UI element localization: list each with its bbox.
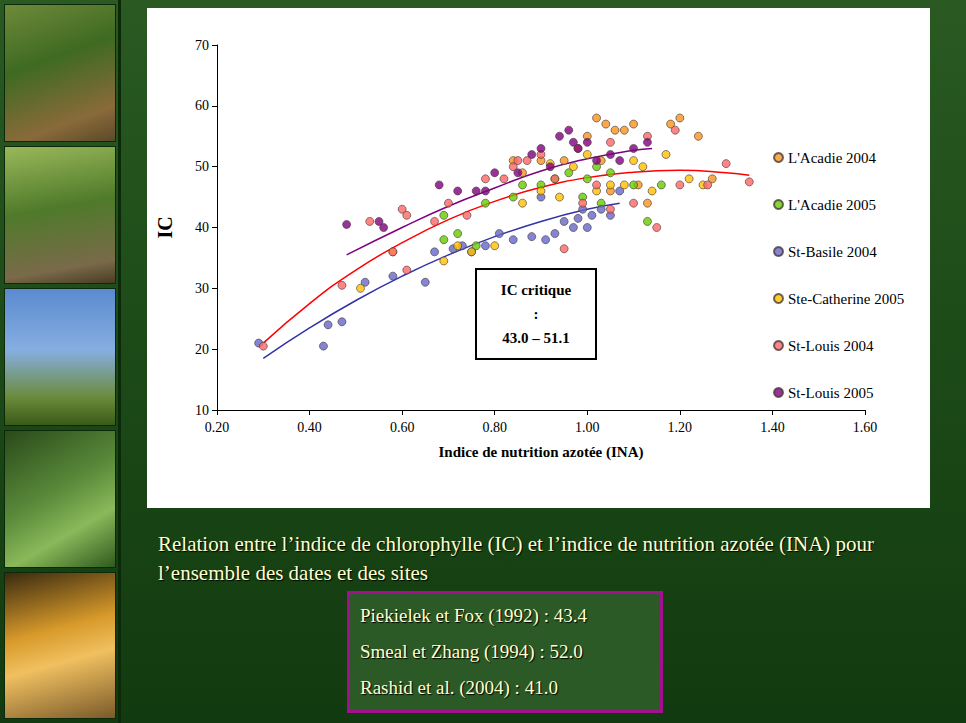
svg-text:40: 40 [195, 220, 209, 235]
svg-text:30: 30 [195, 281, 209, 296]
svg-text:L'Acadie 2004: L'Acadie 2004 [788, 150, 877, 166]
html-text:Rashid et al. (2004) : 41.0: Rashid et al. (2004) : 41.0 [360, 677, 558, 698]
svg-text:70: 70 [195, 38, 209, 53]
svg-text:0.20: 0.20 [205, 420, 230, 435]
svg-text:Indice de nutrition azotée (IN: Indice de nutrition azotée (INA) [439, 444, 644, 461]
svg-text:St-Louis 2005: St-Louis 2005 [788, 385, 873, 401]
svg-text:L'Acadie 2005: L'Acadie 2005 [788, 197, 876, 213]
svg-text:1.60: 1.60 [853, 420, 878, 435]
svg-text:60: 60 [195, 98, 209, 113]
svg-text:Ste-Catherine 2005: Ste-Catherine 2005 [788, 291, 904, 307]
svg-text::: : [534, 306, 539, 322]
svg-text:St-Basile 2004: St-Basile 2004 [788, 244, 877, 260]
svg-text:IC: IC [154, 216, 176, 238]
svg-text:1.40: 1.40 [760, 420, 785, 435]
svg-text:0.80: 0.80 [482, 420, 507, 435]
svg-text:50: 50 [195, 159, 209, 174]
html-text:Relation entre l’indice de chl: Relation entre l’indice de chlorophylle … [158, 532, 875, 585]
svg-text:1.00: 1.00 [575, 420, 600, 435]
svg-text:20: 20 [195, 342, 209, 357]
html-text:Smeal et Zhang (1994) : 52.0: Smeal et Zhang (1994) : 52.0 [360, 641, 583, 662]
html-text:Piekielek et Fox (1992) : 43.4: Piekielek et Fox (1992) : 43.4 [360, 605, 587, 626]
svg-text:1.20: 1.20 [668, 420, 693, 435]
svg-text:0.40: 0.40 [297, 420, 322, 435]
svg-text:St-Louis 2004: St-Louis 2004 [788, 338, 874, 354]
svg-text:0.60: 0.60 [390, 420, 415, 435]
svg-text:43.0 – 51.1: 43.0 – 51.1 [502, 330, 570, 346]
svg-text:10: 10 [195, 403, 209, 418]
svg-text:IC critique: IC critique [501, 282, 572, 298]
